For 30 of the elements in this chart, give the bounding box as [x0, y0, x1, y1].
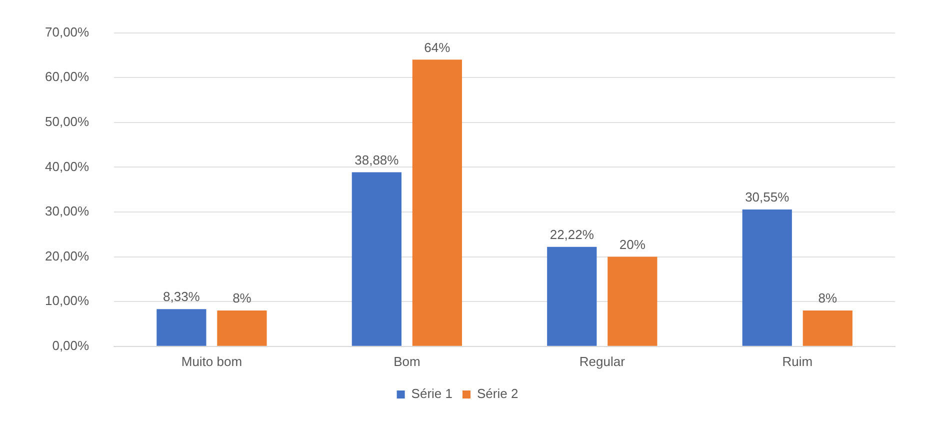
bar: [802, 310, 852, 346]
data-label: 38,88%: [354, 152, 400, 168]
bar: [156, 309, 206, 346]
data-label: 22,22%: [550, 226, 594, 242]
y-tick-label: 10,00%: [44, 293, 90, 308]
bar: [217, 310, 267, 346]
x-tick-label: Muito bom: [181, 354, 242, 369]
bar: [547, 246, 597, 346]
data-label: 8%: [818, 290, 838, 306]
bar: [352, 172, 402, 346]
bar: [412, 60, 462, 346]
y-tick-label: 0,00%: [52, 338, 90, 353]
data-label: 8,33%: [163, 289, 200, 304]
y-tick-label: 40,00%: [44, 158, 90, 174]
legend-label: Série 2: [477, 386, 518, 402]
data-label: 30,55%: [745, 190, 790, 205]
y-tick-label: 30,00%: [44, 204, 90, 219]
y-tick-label: 50,00%: [44, 114, 90, 129]
bar: [608, 256, 658, 346]
data-label: 8%: [232, 290, 252, 306]
x-tick-label: Ruim: [782, 354, 813, 369]
legend-label: Série 1: [411, 386, 453, 402]
y-tick-label: 70,00%: [44, 24, 90, 40]
data-label: 64%: [424, 40, 451, 55]
x-tick-label: Bom: [394, 354, 420, 369]
bar: [742, 210, 792, 346]
y-tick-label: 60,00%: [44, 69, 90, 84]
y-tick-label: 20,00%: [44, 248, 90, 264]
data-label: 20%: [619, 236, 646, 252]
x-tick-label: Regular: [579, 354, 626, 369]
